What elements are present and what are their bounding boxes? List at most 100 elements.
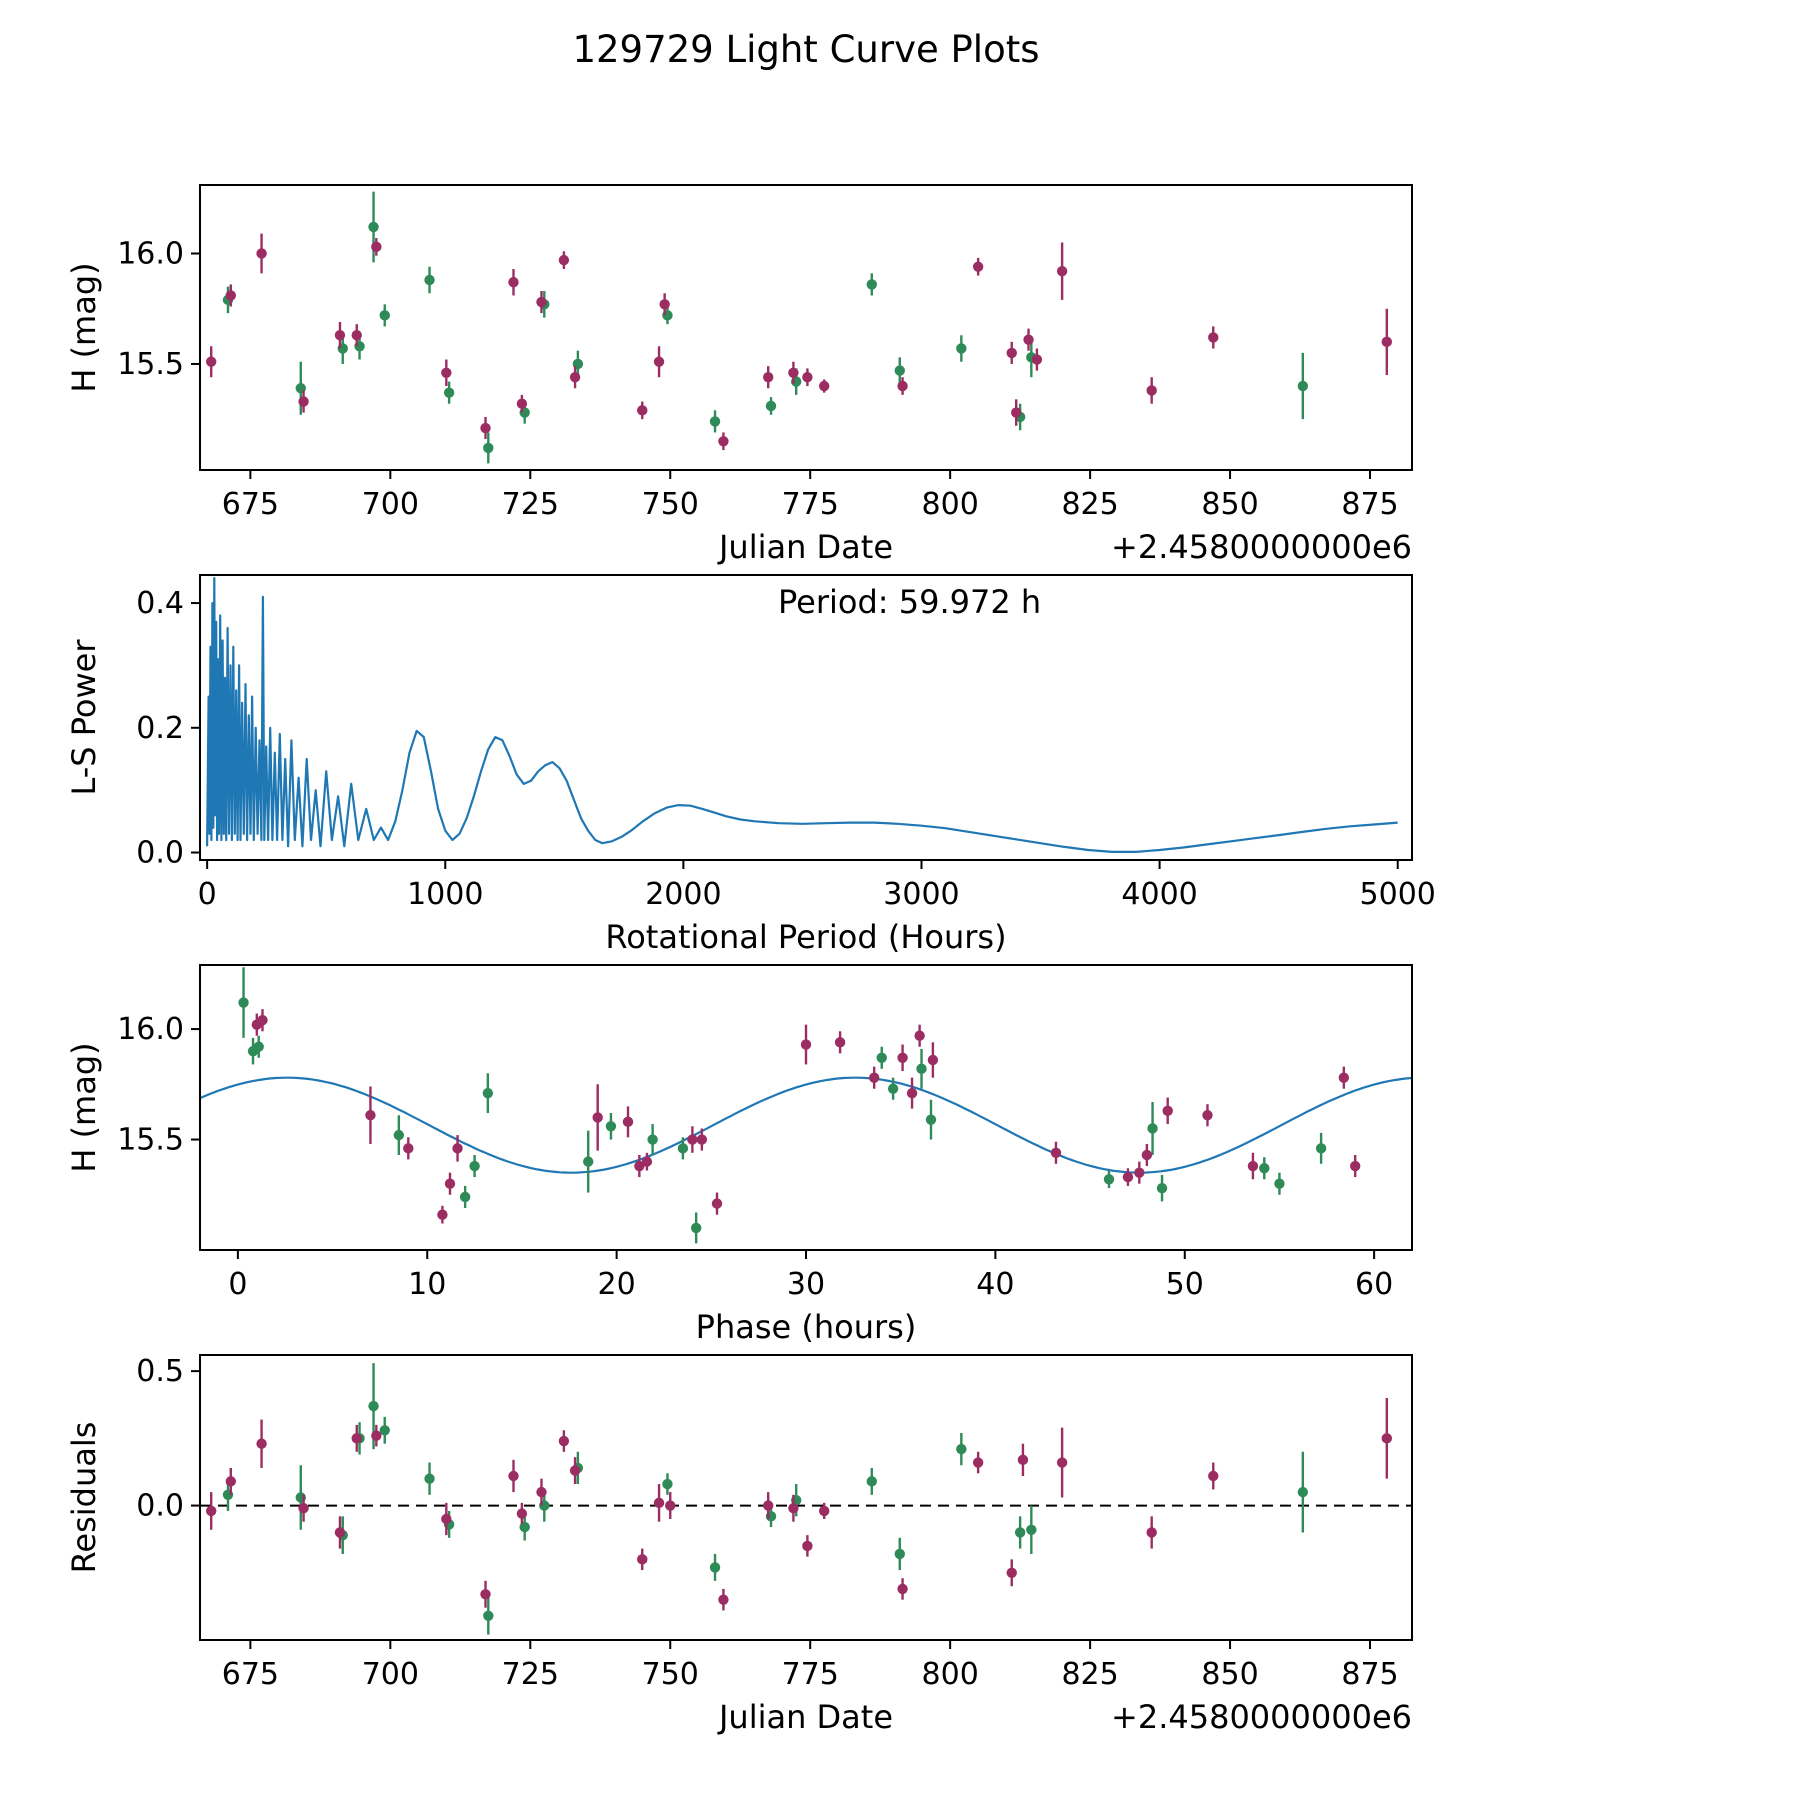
x-tick-label: 750 — [642, 1657, 699, 1692]
series-filter-purple — [205, 1398, 1393, 1611]
data-point — [866, 1476, 877, 1487]
data-point — [583, 1156, 594, 1167]
data-point — [1247, 1160, 1259, 1172]
data-point — [1147, 1123, 1158, 1134]
data-point — [1017, 1454, 1029, 1466]
data-point — [906, 1087, 918, 1099]
data-point — [659, 299, 670, 310]
data-point — [897, 1052, 908, 1063]
x-tick-label: 750 — [642, 487, 699, 522]
data-point — [1349, 1160, 1361, 1172]
period-annotation: Period: 59.972 h — [778, 583, 1041, 621]
x-axis-label: Rotational Period (Hours) — [605, 918, 1006, 956]
data-point — [718, 436, 729, 447]
x-tick-label: 40 — [976, 1267, 1014, 1302]
axes-frame — [199, 184, 1413, 471]
y-tick-label: 16.0 — [117, 1012, 184, 1047]
data-point — [1338, 1072, 1350, 1083]
data-point — [393, 1129, 405, 1141]
x-tick-label: 0 — [228, 1267, 247, 1302]
data-point — [205, 356, 217, 367]
data-point — [972, 261, 984, 272]
data-point — [443, 387, 455, 398]
data-point — [897, 380, 908, 392]
data-point — [696, 1134, 708, 1145]
data-point — [653, 356, 665, 367]
data-point — [298, 396, 309, 407]
data-point — [225, 290, 236, 301]
y-tick-label: 0.0 — [136, 1489, 184, 1524]
x-tick-label: 825 — [1061, 1657, 1118, 1692]
x-tick-label: 725 — [502, 1657, 559, 1692]
data-point — [351, 1433, 362, 1444]
data-point — [1006, 347, 1017, 359]
data-point — [665, 1500, 676, 1511]
panel-jd-light-curve: 675 700 725 750 775 800 825 850 875 15.5 16.0 Julia… — [65, 184, 1413, 566]
x-axis-offset-label: +2.4580000000e6 — [1111, 1698, 1412, 1736]
ls-power-curve — [206, 576, 1398, 854]
data-point — [1146, 1527, 1157, 1538]
data-point — [205, 1505, 217, 1517]
x-tick-label: 1000 — [407, 877, 483, 912]
series-filter-green — [222, 1363, 1309, 1635]
data-point — [718, 1594, 729, 1605]
x-axis-label: Julian Date — [717, 1698, 893, 1736]
data-point — [925, 1114, 937, 1125]
data-point — [1023, 334, 1034, 345]
data-point — [1026, 1524, 1037, 1535]
data-point — [508, 277, 519, 288]
data-point — [256, 248, 267, 259]
data-point — [914, 1030, 925, 1041]
data-point — [605, 1121, 617, 1132]
x-tick-label: 700 — [362, 1657, 419, 1692]
panel-periodogram: 0 1000 2000 3000 4000 5000 0.0 0.2 0.4 Rotational… — [65, 574, 1436, 956]
data-point — [634, 1160, 645, 1172]
x-tick-label: 725 — [502, 487, 559, 522]
data-point — [1011, 407, 1022, 418]
data-point — [894, 365, 905, 376]
data-point — [368, 221, 379, 233]
data-point — [1134, 1167, 1145, 1178]
data-point — [536, 1486, 547, 1498]
data-point — [483, 442, 494, 454]
data-point — [519, 1521, 530, 1533]
data-point — [256, 1438, 267, 1449]
data-point — [647, 1134, 658, 1145]
data-point — [1056, 1457, 1068, 1468]
series-filter-purple — [205, 233, 1393, 451]
data-point — [1103, 1174, 1115, 1185]
data-point — [253, 1041, 264, 1052]
data-point — [637, 405, 648, 416]
data-point — [687, 1134, 698, 1145]
data-point — [379, 1425, 390, 1436]
data-point — [516, 398, 528, 409]
data-point — [1156, 1182, 1168, 1194]
data-point — [569, 1465, 581, 1476]
x-tick-label: 825 — [1061, 487, 1118, 522]
data-point — [351, 330, 362, 341]
y-tick-label: 0.2 — [136, 711, 184, 746]
data-point — [1259, 1163, 1270, 1174]
data-point — [1208, 1470, 1219, 1482]
data-point — [536, 296, 547, 308]
x-axis-offset-label: +2.4580000000e6 — [1111, 528, 1412, 566]
data-point — [788, 367, 799, 378]
data-point — [763, 372, 774, 383]
x-tick-label: 875 — [1341, 1657, 1398, 1692]
data-point — [800, 1039, 812, 1050]
data-point — [1006, 1567, 1017, 1578]
x-tick-label: 60 — [1355, 1267, 1393, 1302]
data-point — [480, 422, 491, 434]
data-point — [1014, 1527, 1026, 1538]
data-point — [972, 1457, 984, 1468]
x-tick-label: 775 — [782, 1657, 839, 1692]
data-point — [480, 1589, 491, 1600]
data-point — [897, 1583, 908, 1595]
data-point — [1202, 1110, 1213, 1121]
data-point — [711, 1198, 723, 1209]
data-point — [516, 1508, 528, 1519]
y-tick-label: 15.5 — [117, 347, 184, 382]
y-tick-label: 0.0 — [136, 836, 184, 871]
data-point — [1122, 1171, 1134, 1183]
